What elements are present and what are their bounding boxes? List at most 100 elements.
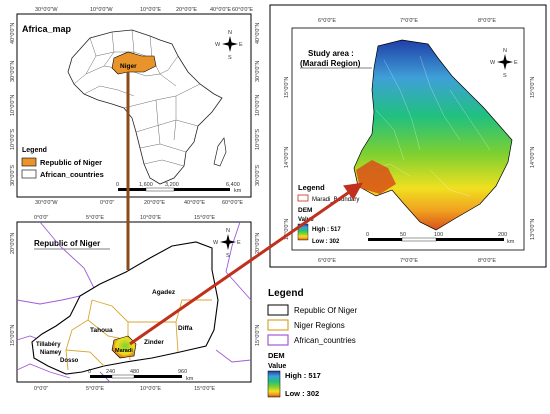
study-top-tick: 7°0'0"E (400, 18, 418, 24)
region-label-tillabery: Tillabéry (36, 342, 61, 348)
niger-map-panel: 0°0'0" 5°0'0"E 10°0'0"E 15°0'0"E 0°0'0" … (10, 215, 261, 392)
svg-text:S: S (503, 73, 507, 79)
region-label-agadez: Agadez (152, 289, 176, 296)
niger-top-tick: 5°0'0"E (86, 215, 104, 221)
africa-legend-title: Legend (22, 147, 47, 154)
main-legend-low: Low : 302 (285, 389, 319, 398)
main-legend-label-niger: Republic Of Niger (294, 306, 357, 315)
main-legend-dem-ramp (267, 370, 281, 398)
region-label-maradi: Maradi (115, 348, 133, 354)
africa-bottom-tick: 20°0'0"E (144, 200, 165, 206)
niger-right-tick: 15°0'0"N (255, 325, 261, 346)
region-label-dosso: Dosso (60, 358, 79, 364)
main-legend-label-regions: Niger Regions (294, 321, 345, 330)
study-high-label: High : 517 (312, 227, 341, 233)
svg-text:0: 0 (366, 232, 369, 238)
niger-bottom-tick: 0°0'0" (34, 386, 48, 392)
study-left-tick: 15°0'0"N (284, 77, 290, 98)
niger-label-africa: Niger (120, 63, 137, 70)
study-right-tick: 15°0'0"N (530, 77, 536, 98)
study-legend-title: Legend (298, 183, 325, 192)
main-legend-swatch-countries (267, 334, 289, 346)
africa-top-tick: 20°0'0"E (176, 7, 197, 13)
svg-text:480: 480 (130, 369, 139, 375)
legend-swatch-africa-countries (21, 169, 37, 179)
region-label-niamey: Niamey (40, 350, 62, 356)
niger-left-tick: 20°0'0"N (10, 233, 16, 254)
svg-text:W: W (213, 240, 219, 246)
niger-top-tick: 10°0'0"E (140, 215, 161, 221)
main-legend-dem: DEM (268, 351, 285, 360)
study-left-tick: 13°0'0"N (284, 219, 290, 240)
svg-text:km: km (234, 188, 242, 194)
dem-lowland-zone (356, 160, 396, 194)
niger-map-title: Republic of Niger (34, 239, 100, 248)
compass-rose-study: N S E W (490, 48, 518, 79)
svg-text:100: 100 (434, 232, 443, 238)
dem-drainage-lines (365, 55, 491, 197)
svg-text:960: 960 (178, 369, 187, 375)
svg-text:6,400: 6,400 (226, 182, 240, 188)
svg-text:W: W (215, 42, 221, 48)
africa-map-panel: 30°0'0"W 10°0'0"W 10°0'0"E 20°0'0"E 40°0… (10, 7, 261, 206)
svg-text:km: km (186, 376, 194, 382)
africa-left-tick: 10°0'0"S (10, 129, 16, 150)
study-right-tick: 13°0'0"N (530, 219, 536, 240)
niger-bottom-tick: 5°0'0"E (86, 386, 104, 392)
africa-top-tick: 10°0'0"E (140, 7, 161, 13)
main-legend-label-countries: African_countries (294, 336, 356, 345)
main-legend: Legend Republic Of Niger Niger Regions A… (267, 288, 357, 398)
study-dem-label: DEM (298, 207, 312, 214)
niger-bottom-tick: 10°0'0"E (140, 386, 161, 392)
legend-label-niger: Republic of Niger (40, 158, 102, 167)
africa-top-tick: 30°0'0"W (35, 7, 58, 13)
connector-arrows (126, 72, 363, 346)
main-legend-swatch-regions (267, 319, 289, 331)
study-right-tick: 14°0'0"N (530, 147, 536, 168)
svg-text:km: km (507, 239, 515, 245)
study-left-tick: 14°0'0"N (284, 147, 290, 168)
africa-bottom-tick: 60°0'0"E (222, 200, 243, 206)
africa-right-tick: 30°0'0"S (255, 165, 261, 186)
svg-text:0: 0 (116, 182, 119, 188)
legend-swatch-niger (21, 157, 37, 167)
svg-text:E: E (239, 42, 243, 48)
svg-text:N: N (226, 228, 230, 234)
niger-right-tick: 20°0'0"N (255, 233, 261, 254)
africa-map-title: Africa_map (22, 24, 72, 34)
study-area-panel: 6°0'0"E 7°0'0"E 8°0'0"E 6°0'0"E 7°0'0"E … (269, 4, 547, 268)
study-scale-bar: 0 50 100 200 km (366, 232, 515, 245)
niger-highlight (111, 51, 157, 75)
main-legend-high: High : 517 (285, 371, 321, 380)
study-bottom-tick: 8°0'0"E (478, 258, 496, 264)
svg-text:50: 50 (400, 232, 406, 238)
region-label-tahoua: Tahoua (90, 327, 113, 334)
svg-text:S: S (226, 253, 230, 259)
africa-left-tick: 10°0'0"N (10, 95, 16, 116)
legend-label-africa-countries: African_countries (40, 170, 104, 179)
study-value-label: Value (298, 217, 314, 223)
svg-text:S: S (228, 55, 232, 61)
legend-swatch-maradi-boundary (297, 194, 309, 202)
study-bottom-tick: 6°0'0"E (318, 258, 336, 264)
madagascar (213, 137, 227, 167)
africa-right-tick: 40°0'0"N (255, 23, 261, 44)
africa-right-tick: 30°0'0"N (255, 61, 261, 82)
compass-rose-niger: N S E W (213, 228, 241, 259)
africa-left-tick: 30°0'0"N (10, 61, 16, 82)
niger-top-tick: 15°0'0"E (194, 215, 215, 221)
niger-top-tick: 0°0'0" (34, 215, 48, 221)
africa-top-tick: 40°0'0"E (210, 7, 231, 13)
niger-scale-bar: 0 240 480 960 km (88, 369, 194, 382)
niger-bottom-tick: 15°0'0"E (194, 386, 215, 392)
region-label-zinder: Zinder (144, 339, 164, 346)
africa-bottom-tick: 30°0'0"W (35, 200, 58, 206)
arrow-maradi-to-study (129, 182, 363, 346)
africa-right-tick: 10°0'0"S (255, 129, 261, 150)
africa-bottom-tick: 0°0'0" (100, 200, 114, 206)
study-bottom-tick: 7°0'0"E (400, 258, 418, 264)
svg-text:240: 240 (106, 369, 115, 375)
svg-text:N: N (503, 48, 507, 54)
compass-rose-africa: N S E W (215, 30, 243, 61)
